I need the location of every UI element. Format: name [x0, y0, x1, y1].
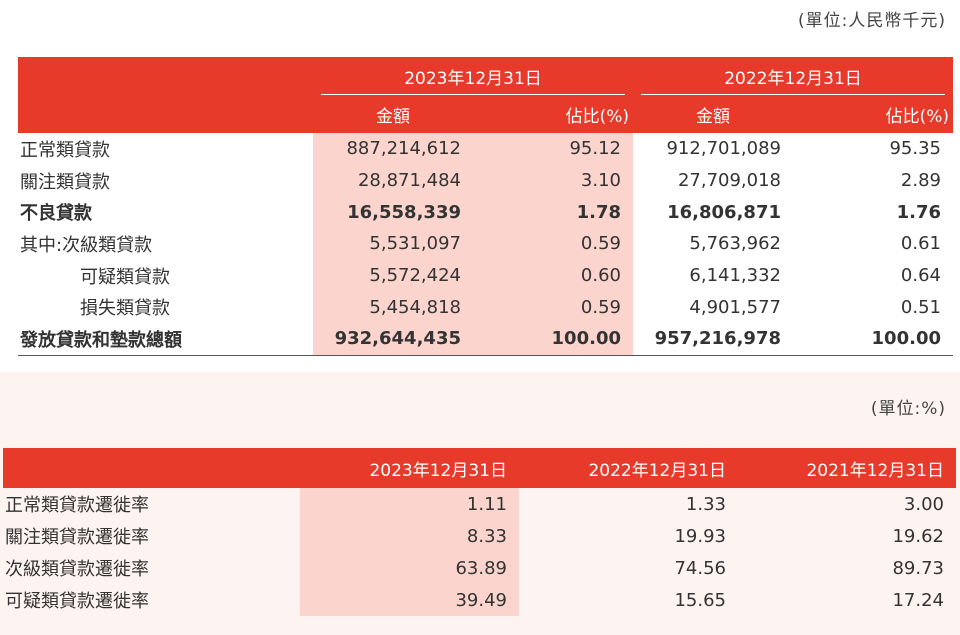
year-header-2023: 2023年12月31日 [313, 57, 633, 95]
header-ratio-2022: 佔比(%) [885, 106, 949, 127]
table-row: 不良貸款 16,558,339 1.78 16,806,871 1.76 [18, 196, 953, 229]
row-label: 發放貸款和墊款總額 [18, 323, 313, 356]
ratio-2022: 0.51 [900, 296, 941, 318]
ratio-2022: 1.76 [896, 201, 941, 223]
header-blank [3, 448, 300, 488]
table-row: 可疑類貸款遷徙率 39.49 15.65 17.24 [3, 584, 956, 616]
table-row: 可疑類貸款 5,572,424 0.60 6,141,332 0.64 [18, 259, 953, 292]
amount-2022: 957,216,978 [633, 323, 793, 356]
value-2023: 39.49 [300, 584, 519, 616]
ratio-2022: 0.61 [900, 233, 941, 255]
amount-2023: 16,558,339 [313, 196, 473, 229]
value-2022: 1.33 [685, 493, 726, 515]
amount-2022: 4,901,577 [689, 296, 781, 318]
ratio-2022: 95.35 [889, 138, 941, 160]
value-2021: 3.00 [903, 493, 944, 515]
row-label: 可疑類貸款遷徙率 [5, 591, 149, 612]
amount-2023: 887,214,612 [313, 133, 473, 165]
table-row: 正常類貸款遷徙率 1.11 1.33 3.00 [3, 488, 956, 520]
header-amount-2023: 金額 [376, 106, 410, 127]
value-2022: 15.65 [674, 589, 726, 611]
year-header-2022: 2022年12月31日 [633, 57, 953, 95]
amount-2023: 28,871,484 [313, 164, 473, 197]
row-label: 正常類貸款 [20, 139, 110, 161]
value-2023: 8.33 [300, 520, 519, 552]
header-2023: 2023年12月31日 [300, 448, 519, 488]
header-blank [18, 57, 313, 95]
ratio-2023: 3.10 [473, 164, 633, 197]
sub-header-row: 金額 佔比(%) 金額 佔比(%) [18, 95, 953, 133]
amount-2022: 5,763,962 [689, 233, 781, 255]
header-ratio-2023: 佔比(%) [565, 106, 629, 127]
year-header-row: 2023年12月31日 2022年12月31日 [18, 57, 953, 95]
value-2021: 19.62 [892, 525, 944, 547]
table-row: 關注類貸款遷徙率 8.33 19.93 19.62 [3, 520, 956, 552]
row-label: 不良貸款 [20, 203, 92, 225]
value-2022: 74.56 [674, 557, 726, 579]
value-2021: 89.73 [892, 557, 944, 579]
row-label: 關注類貸款 [20, 171, 110, 193]
row-label: 次級類貸款遷徙率 [5, 559, 149, 580]
ratio-2023: 0.59 [473, 228, 633, 260]
ratio-2022: 2.89 [900, 170, 941, 192]
ratio-2023: 0.59 [473, 291, 633, 324]
header-amount-2022: 金額 [696, 106, 730, 127]
ratio-2022: 100.00 [793, 323, 953, 356]
row-label: 可疑類貸款 [80, 266, 170, 288]
table-row: 其中:次級類貸款 5,531,097 0.59 5,763,962 0.61 [18, 228, 953, 260]
amount-2022: 27,709,018 [677, 170, 781, 192]
row-label: 損失類貸款 [80, 298, 170, 320]
table-row: 正常類貸款 887,214,612 95.12 912,701,089 95.35 [18, 133, 953, 165]
value-2023: 63.89 [300, 552, 519, 584]
ratio-2023: 95.12 [473, 133, 633, 165]
row-label: 正常類貸款遷徙率 [5, 495, 149, 516]
amount-2023: 5,572,424 [313, 259, 473, 292]
row-label: 關注類貸款遷徙率 [5, 527, 149, 548]
header-2022: 2022年12月31日 [588, 460, 726, 481]
unit-label-1: (單位:人民幣千元) [798, 11, 946, 31]
header-blank [18, 95, 313, 133]
unit-label-2: (單位:%) [870, 399, 946, 419]
amount-2022: 912,701,089 [666, 138, 781, 160]
value-2021: 17.24 [892, 589, 944, 611]
loan-classification-table: 2023年12月31日 2022年12月31日 金額 佔比(%) 金額 佔比(%… [18, 57, 953, 356]
row-label: 其中:次級類貸款 [20, 234, 153, 256]
table-row: 損失類貸款 5,454,818 0.59 4,901,577 0.51 [18, 291, 953, 324]
ratio-2023: 0.60 [473, 259, 633, 292]
amount-2023: 5,531,097 [313, 228, 473, 260]
migration-rate-table: 2023年12月31日 2022年12月31日 2021年12月31日 正常類貸… [3, 448, 956, 616]
table-row: 次級類貸款遷徙率 63.89 74.56 89.73 [3, 552, 956, 584]
migration-header-row: 2023年12月31日 2022年12月31日 2021年12月31日 [3, 448, 956, 488]
amount-2023: 5,454,818 [313, 291, 473, 324]
amount-2022: 6,141,332 [689, 265, 781, 287]
amount-2023: 932,644,435 [313, 323, 473, 356]
header-2021: 2021年12月31日 [806, 460, 944, 481]
amount-2022: 16,806,871 [667, 201, 781, 223]
ratio-2023: 100.00 [473, 323, 633, 356]
table-row: 關注類貸款 28,871,484 3.10 27,709,018 2.89 [18, 164, 953, 197]
ratio-2022: 0.64 [900, 265, 941, 287]
table-row: 發放貸款和墊款總額 932,644,435 100.00 957,216,978 100… [18, 323, 953, 356]
value-2022: 19.93 [674, 525, 726, 547]
ratio-2023: 1.78 [473, 196, 633, 229]
value-2023: 1.11 [300, 488, 519, 520]
